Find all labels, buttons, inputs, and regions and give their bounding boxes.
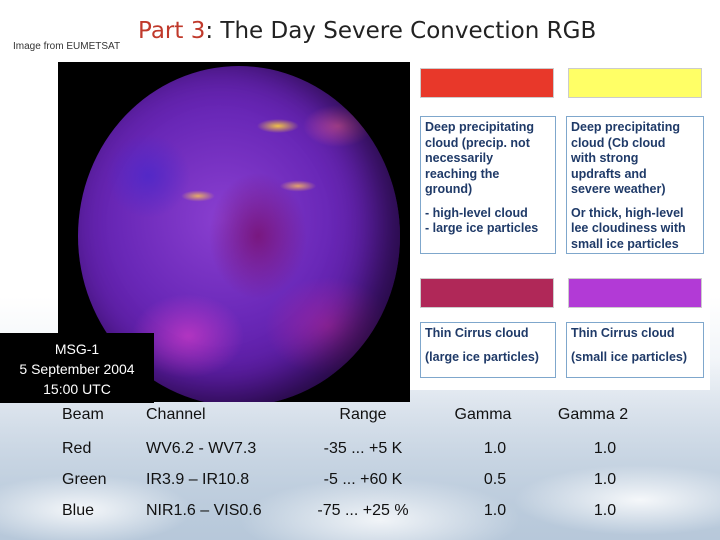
table-header-row: Beam Channel Range Gamma Gamma 2 [58, 402, 668, 432]
caption-line-2: 5 September 2004 [19, 361, 135, 377]
legend-line: updrafts and [571, 166, 647, 181]
header-gamma: Gamma [454, 406, 512, 423]
legend-box-yellow: Deep precipitating cloud (Cb cloud with … [566, 116, 704, 254]
cell-gamma2: 1.0 [593, 502, 617, 519]
cell-channel: IR3.9 – IR10.8 [146, 471, 250, 488]
table-row: Blue NIR1.6 – VIS0.6 -75 ... +25 % 1.0 1… [58, 498, 668, 528]
legend-line: severe weather) [571, 182, 666, 196]
legend-line: - high-level cloud [425, 205, 528, 220]
cell-beam: Blue [62, 502, 95, 519]
header-beam: Beam [62, 406, 104, 423]
legend-line: Deep precipitating [571, 120, 681, 134]
cell-gamma2: 1.0 [593, 471, 617, 488]
swatch-red [420, 68, 554, 98]
legend-line: (small ice particles) [571, 349, 688, 364]
cell-gamma: 1.0 [483, 502, 507, 519]
legend-line: cloud (Cb cloud [571, 135, 666, 150]
legend-box-crimson: Thin Cirrus cloud (large ice particles) [420, 322, 556, 378]
cell-beam: Red [62, 440, 92, 457]
header-gamma2: Gamma 2 [557, 406, 629, 423]
legend-line: - large ice particles [425, 221, 539, 235]
table-row: Red WV6.2 - WV7.3 -35 ... +5 K 1.0 1.0 [58, 436, 668, 466]
header-range: Range [339, 406, 387, 423]
legend-line: reaching the [425, 166, 500, 181]
satellite-caption: MSG-1 5 September 2004 15:00 UTC [0, 333, 154, 403]
legend-line: small ice particles [571, 236, 679, 251]
legend-line: lee cloudiness with [571, 221, 686, 235]
legend-line: Thin Cirrus cloud [571, 326, 675, 340]
cell-range: -5 ... +60 K [323, 471, 403, 488]
legend-line: with strong [571, 151, 639, 165]
cell-channel: WV6.2 - WV7.3 [146, 440, 257, 457]
legend-line: necessarily [425, 151, 494, 165]
cell-gamma: 0.5 [483, 471, 507, 488]
legend-line: Thin Cirrus cloud [425, 326, 529, 340]
header-channel: Channel [146, 406, 206, 423]
cell-channel: NIR1.6 – VIS0.6 [146, 502, 262, 519]
legend-box-red: Deep precipitating cloud (precip. not ne… [420, 116, 556, 254]
color-legend: Deep precipitating cloud (precip. not ne… [410, 62, 710, 390]
legend-line: Deep precipitating [425, 120, 535, 134]
legend-line: cloud (precip. not [425, 135, 530, 150]
swatch-yellow [568, 68, 702, 98]
swatch-crimson [420, 278, 554, 308]
caption-line-1: MSG-1 [54, 341, 100, 357]
slide-title: Part 3: The Day Severe Convection RGB [138, 18, 596, 44]
table-row: Green IR3.9 – IR10.8 -5 ... +60 K 0.5 1.… [58, 467, 668, 497]
title-text: : The Day Severe Convection RGB [205, 18, 597, 44]
title-part: Part 3 [138, 18, 206, 44]
legend-line: ground) [425, 182, 473, 196]
cell-beam: Green [62, 471, 107, 488]
legend-line: (large ice particles) [425, 349, 539, 364]
legend-line: Or thick, high-level [571, 205, 684, 220]
swatch-violet [568, 278, 702, 308]
cell-gamma2: 1.0 [593, 440, 617, 457]
satellite-image [58, 62, 410, 402]
legend-box-violet: Thin Cirrus cloud (small ice particles) [566, 322, 704, 378]
caption-line-3: 15:00 UTC [43, 381, 111, 397]
cell-gamma: 1.0 [483, 440, 507, 457]
cell-range: -35 ... +5 K [323, 440, 403, 457]
cell-range: -75 ... +25 % [317, 502, 409, 519]
image-credit: Image from EUMETSAT [13, 41, 121, 52]
